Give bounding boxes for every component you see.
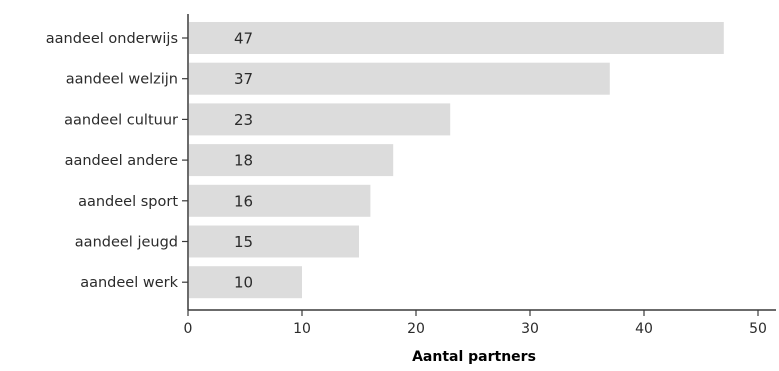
x-tick-label: 20 xyxy=(407,321,425,337)
category-label: aandeel jeugd xyxy=(75,235,178,251)
x-tick-label: 10 xyxy=(293,321,311,337)
bar-value-label: 10 xyxy=(234,274,253,292)
bar-value-label: 47 xyxy=(234,30,253,48)
bar-value-label: 37 xyxy=(234,70,253,88)
x-tick-label: 0 xyxy=(184,321,193,337)
axis-layer: aandeel onderwijs aandeel welzijn aandeel … xyxy=(46,14,776,337)
bar-value-label: 18 xyxy=(234,152,253,170)
bar xyxy=(189,103,451,136)
category-label: aandeel onderwijs xyxy=(46,31,178,47)
category-label: aandeel welzijn xyxy=(66,72,178,88)
bars-layer: 47 37 23 18 16 15 10 xyxy=(189,22,724,299)
bar-value-label: 15 xyxy=(234,233,253,251)
bar xyxy=(189,184,371,217)
x-tick-label: 50 xyxy=(749,321,767,337)
bar xyxy=(189,225,359,258)
x-tick-label: 40 xyxy=(635,321,653,337)
category-label: aandeel werk xyxy=(80,275,178,291)
category-label: aandeel sport xyxy=(78,194,178,210)
bar xyxy=(189,144,394,177)
bar xyxy=(189,62,610,95)
bar xyxy=(189,266,302,299)
category-label: aandeel cultuur xyxy=(64,112,178,128)
bar-value-label: 23 xyxy=(234,111,253,129)
category-label: aandeel andere xyxy=(65,153,178,169)
bar-value-label: 16 xyxy=(234,192,253,210)
x-tick-label: 30 xyxy=(521,321,539,337)
bar xyxy=(189,22,724,54)
x-axis-title: Aantal partners xyxy=(412,349,536,365)
